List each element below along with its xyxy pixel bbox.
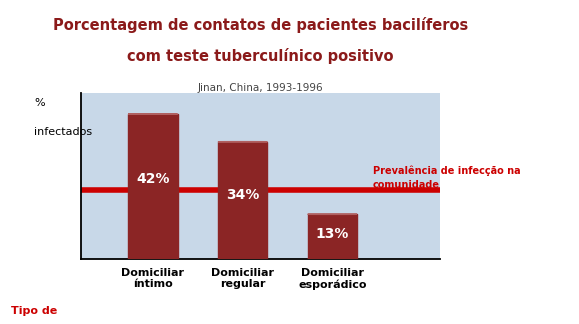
Text: Porcentagem de contatos de pacientes bacilíferos: Porcentagem de contatos de pacientes bac… (53, 17, 468, 33)
Bar (218, 142, 267, 259)
Text: infectados: infectados (34, 126, 93, 136)
Text: Jinan, China, 1993-1996: Jinan, China, 1993-1996 (198, 83, 323, 93)
Text: %: % (34, 98, 45, 108)
Text: Prevalência de infecção na: Prevalência de infecção na (373, 166, 521, 176)
Bar (307, 214, 357, 259)
Text: Tipo de: Tipo de (11, 306, 57, 316)
Bar (128, 114, 178, 259)
Text: 42%: 42% (136, 172, 170, 186)
Text: 13%: 13% (316, 227, 349, 241)
Text: com teste tuberculínico positivo: com teste tuberculínico positivo (127, 48, 394, 64)
Text: comunidade: comunidade (373, 180, 439, 190)
Text: 34%: 34% (226, 188, 259, 202)
